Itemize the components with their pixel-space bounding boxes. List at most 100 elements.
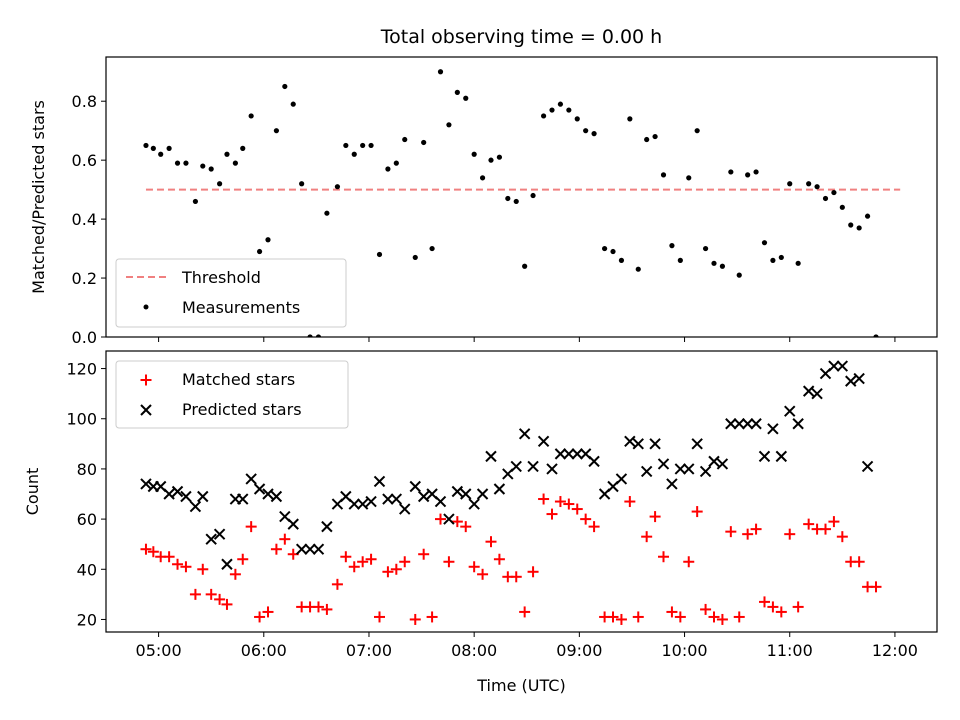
legend-predicted-marker xyxy=(140,404,152,416)
matched-point xyxy=(641,531,653,543)
legend-measurements-label: Measurements xyxy=(182,298,300,317)
predicted-point xyxy=(213,528,226,540)
predicted-point xyxy=(853,372,865,385)
predicted-point-b xyxy=(750,418,762,430)
predicted-point xyxy=(399,503,411,515)
predicted-point-b xyxy=(270,490,283,503)
predicted-point xyxy=(588,455,600,468)
bottom-data-marks xyxy=(140,360,882,625)
predicted-point-b xyxy=(180,490,192,503)
measurement-point xyxy=(602,245,608,252)
measurement-point xyxy=(166,145,172,151)
measurement-point xyxy=(660,172,667,178)
matched-point xyxy=(853,556,865,568)
top-legend: Threshold Measurements xyxy=(115,258,347,328)
predicted-point xyxy=(382,493,394,505)
measurement-point xyxy=(143,142,149,149)
measurement-point xyxy=(513,198,519,205)
predicted-point-b xyxy=(775,450,788,463)
predicted-point xyxy=(163,488,175,500)
matched-point xyxy=(666,606,678,618)
chart-title: Total observing time = 0.00 h xyxy=(380,26,662,48)
matched-point xyxy=(674,611,686,623)
measurement-point xyxy=(557,101,564,107)
matched-point xyxy=(607,611,619,623)
measurements-series xyxy=(143,69,879,337)
measurement-point xyxy=(471,151,477,157)
predicted-point xyxy=(287,518,299,530)
measurement-point xyxy=(719,263,726,269)
matched-point xyxy=(348,561,360,573)
measurement-point xyxy=(454,89,460,95)
measurement-point xyxy=(402,136,408,143)
matched-point xyxy=(409,613,421,625)
predicted-point xyxy=(348,498,360,510)
predicted-point-b xyxy=(460,488,472,500)
predicted-point-b xyxy=(725,418,737,430)
bottom-y-tick-label: 40 xyxy=(77,560,97,579)
predicted-point-b xyxy=(683,463,695,475)
measurement-point xyxy=(240,145,246,151)
predicted-point xyxy=(571,448,583,460)
predicted-point xyxy=(699,465,712,478)
predicted-point xyxy=(434,495,447,508)
matched-point xyxy=(836,531,848,543)
matched-stars-series xyxy=(140,493,882,625)
measurement-point xyxy=(686,175,692,181)
predicted-point-b xyxy=(554,448,567,460)
measurement-point xyxy=(376,251,383,258)
predicted-point xyxy=(189,500,202,513)
measurement-point xyxy=(208,166,214,172)
predicted-point xyxy=(792,418,804,430)
measurement-point xyxy=(505,195,511,202)
predicted-point xyxy=(563,448,575,460)
predicted-point-b xyxy=(811,387,823,400)
measurement-point xyxy=(324,210,330,216)
predicted-point xyxy=(640,465,653,478)
matched-point xyxy=(649,511,661,523)
predicted-point-b xyxy=(828,360,840,372)
matched-point xyxy=(399,556,411,568)
measurement-point xyxy=(822,195,829,202)
matched-point xyxy=(189,588,201,600)
matched-point xyxy=(792,601,804,613)
measurement-point xyxy=(307,334,313,337)
matched-point xyxy=(632,611,644,623)
predicted-point-b xyxy=(253,483,266,495)
measurement-point xyxy=(393,160,399,166)
predicted-point-b xyxy=(140,478,152,490)
predicted-point-b xyxy=(845,375,857,387)
measurement-point xyxy=(753,169,759,175)
predicted-point-b xyxy=(399,503,411,515)
predicted-point xyxy=(861,460,874,473)
predicted-point-b xyxy=(237,493,249,505)
predicted-point xyxy=(725,418,737,430)
predicted-point-b xyxy=(802,385,815,397)
predicted-point-b xyxy=(443,513,455,525)
matched-point xyxy=(716,613,728,625)
predicted-point-b xyxy=(579,448,592,460)
predicted-point-b xyxy=(390,493,403,505)
matched-point xyxy=(468,561,480,573)
measurement-point xyxy=(610,248,616,255)
measurement-point xyxy=(677,257,683,263)
predicted-point-b xyxy=(451,485,464,498)
matched-point xyxy=(172,558,184,570)
predicted-point xyxy=(674,463,687,475)
matched-point xyxy=(615,613,627,625)
measurement-point xyxy=(315,334,322,337)
predicted-point-b xyxy=(304,543,316,555)
matched-point xyxy=(205,588,217,600)
predicted-point xyxy=(390,493,403,505)
x-tick-label: 10:00 xyxy=(661,641,707,660)
matched-point xyxy=(312,601,324,613)
measurement-point xyxy=(540,113,547,119)
bottom-axes-frame xyxy=(105,350,938,633)
matched-point xyxy=(803,518,815,530)
predicted-point xyxy=(245,473,257,485)
measurement-point xyxy=(702,245,709,252)
measurement-point xyxy=(488,157,494,163)
legend-predicted-label: Predicted stars xyxy=(182,400,302,419)
predicted-point xyxy=(802,385,815,397)
